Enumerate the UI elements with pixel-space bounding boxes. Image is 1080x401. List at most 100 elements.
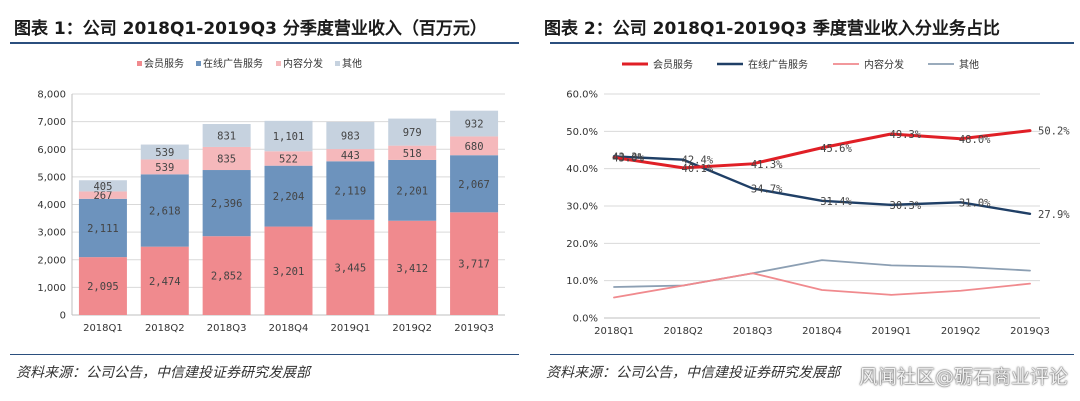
x-tick-label: 2019Q1 — [871, 326, 911, 337]
data-label: 49.3% — [890, 129, 922, 141]
title-rule — [550, 42, 1074, 44]
data-label: 267 — [93, 190, 112, 202]
data-label: 2,095 — [87, 281, 119, 293]
bar-segment — [140, 246, 189, 315]
data-label: 43.3% — [612, 151, 644, 163]
data-label: 979 — [403, 127, 422, 139]
bar-segment — [326, 121, 375, 150]
legend-swatch — [137, 61, 142, 66]
bar-segment — [140, 144, 189, 160]
data-label: 518 — [403, 148, 422, 160]
data-label: 42.4% — [682, 155, 714, 167]
data-label: 2,111 — [87, 223, 119, 235]
watermark: 风闻社区@砺石商业评论 — [858, 366, 1068, 388]
legend-label: 内容分发 — [283, 57, 323, 70]
data-label: 30.3% — [890, 200, 922, 212]
bar-segment — [388, 145, 437, 160]
chart-1-source: 资料来源：公司公告，中信建投证券研究发展部 — [16, 365, 310, 381]
bar-segment — [202, 146, 251, 171]
data-label: 41.3% — [751, 159, 783, 171]
series-line — [612, 155, 1032, 216]
x-tick-label: 2019Q3 — [454, 323, 494, 334]
bar-segment — [78, 180, 127, 192]
stacked-bar-chart: 0 1,000 2,000 3,000 4,000 5,000 6,000 7,000 8,00… — [37, 57, 505, 334]
y-tick-label: 1,000 — [37, 283, 66, 294]
data-label: 50.2% — [1038, 126, 1070, 138]
data-label: 43.0% — [612, 152, 644, 164]
data-label: 2,201 — [396, 185, 428, 197]
data-label: 3,412 — [396, 263, 428, 275]
source-rule — [10, 354, 519, 355]
data-label: 835 — [217, 153, 236, 165]
line-chart: 0.0% 10.0% 20.0% 30.0% 40.0% 50.0% 60.0% 会员服务 在线… — [566, 58, 1070, 337]
bar-segment — [140, 174, 189, 247]
x-tick-label: 2019Q2 — [392, 323, 432, 334]
bar-segment — [264, 165, 313, 227]
bar-segment — [264, 151, 313, 166]
bar-segment — [140, 159, 189, 175]
y-tick-label: 20.0% — [566, 239, 598, 250]
series-line — [613, 272, 1031, 299]
legend-swatch — [196, 61, 201, 66]
legend-label: 在线广告服务 — [748, 58, 808, 71]
chart-1-title: 图表 1：公司 2018Q1-2019Q3 分季度营业收入（百万元） — [14, 19, 487, 39]
bar-segment — [326, 161, 375, 220]
bar-segment — [450, 155, 499, 213]
legend-label: 内容分发 — [864, 58, 904, 71]
y-tick-label: 40.0% — [566, 164, 598, 175]
bar-segment — [202, 124, 251, 147]
chart-panel-1: 图表 1：公司 2018Q1-2019Q3 分季度营业收入（百万元） 0 1,00… — [0, 0, 525, 401]
y-tick-label: 8,000 — [37, 90, 66, 101]
data-label: 3,445 — [335, 262, 367, 274]
x-tick-label: 2018Q4 — [802, 326, 842, 337]
data-label: 1,101 — [273, 131, 305, 143]
bar-segment — [450, 212, 499, 315]
bar-segment — [202, 170, 251, 237]
bar-segment — [78, 191, 127, 199]
y-tick-label: 10.0% — [566, 276, 598, 287]
x-tick-label: 2018Q4 — [269, 323, 309, 334]
x-tick-label: 2019Q3 — [1010, 326, 1050, 337]
data-label: 2,474 — [149, 276, 181, 288]
data-label: 27.9% — [1038, 209, 1070, 221]
data-label: 2,618 — [149, 205, 181, 217]
data-label: 831 — [217, 130, 236, 142]
x-tick-label: 2018Q2 — [663, 326, 703, 337]
data-label: 443 — [341, 150, 360, 162]
bar-segment — [388, 118, 437, 146]
data-label: 2,119 — [335, 186, 367, 198]
x-tick-label: 2018Q1 — [83, 323, 123, 334]
y-tick-label: 0.0% — [573, 314, 598, 325]
legend-swatch — [335, 61, 340, 66]
data-label: 2,396 — [211, 198, 243, 210]
bar-segment — [326, 149, 375, 162]
chart-panel-2: 图表 2：公司 2018Q1-2019Q3 季度营业收入分业务占比 0.0% 10… — [540, 0, 1080, 401]
data-label: 3,201 — [273, 266, 305, 278]
bar-segment — [78, 198, 127, 258]
data-label: 539 — [155, 147, 174, 159]
data-label: 680 — [465, 141, 484, 153]
x-tick-label: 2018Q1 — [594, 326, 634, 337]
legend-label: 其他 — [342, 57, 362, 70]
data-label: 3,717 — [458, 259, 490, 271]
data-label: 2,852 — [211, 271, 243, 283]
chart-2-title: 图表 2：公司 2018Q1-2019Q3 季度营业收入分业务占比 — [544, 19, 1000, 39]
legend-label: 在线广告服务 — [203, 57, 263, 70]
y-tick-label: 3,000 — [37, 228, 66, 239]
x-tick-label: 2018Q3 — [733, 326, 773, 337]
data-label: 932 — [465, 119, 484, 131]
legend-swatch — [276, 61, 281, 66]
data-label: 539 — [155, 162, 174, 174]
bar-segment — [450, 110, 499, 137]
bar-segment — [264, 226, 313, 315]
data-label: 31.4% — [820, 196, 852, 208]
y-tick-label: 4,000 — [37, 200, 66, 211]
bar-segment — [202, 236, 251, 315]
bar-segment — [264, 120, 313, 152]
data-label: 31.0% — [959, 197, 991, 209]
data-label: 522 — [279, 153, 298, 165]
bar-segment — [78, 257, 127, 315]
chart-2-source: 资料来源：公司公告，中信建投证券研究发展部 — [546, 365, 840, 381]
y-tick-label: 6,000 — [37, 145, 66, 156]
data-label: 40.1% — [682, 163, 714, 175]
